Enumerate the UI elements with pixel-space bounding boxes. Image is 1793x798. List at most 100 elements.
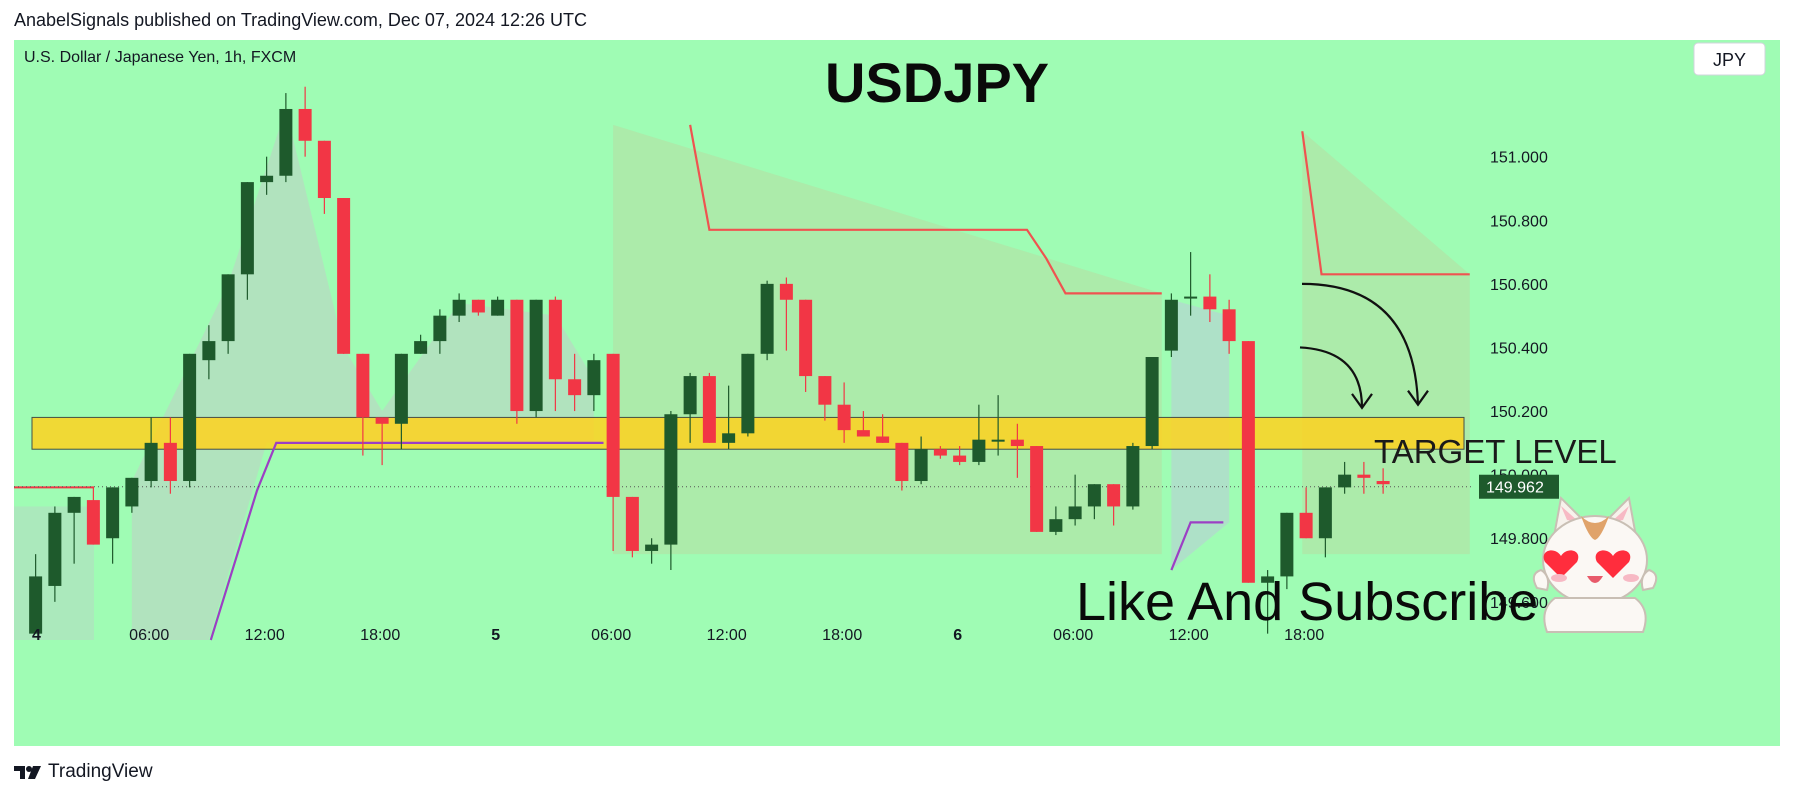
bull-candle	[914, 436, 928, 485]
current-price-badge: 149.962	[1479, 474, 1559, 499]
bull-candle	[144, 417, 158, 488]
candle-body	[1280, 512, 1294, 577]
curved-arrows	[1299, 282, 1429, 410]
bear-candle	[163, 417, 177, 494]
candle-body	[1261, 576, 1275, 583]
price-axis: 151.000150.800150.600150.400150.200150.0…	[1472, 40, 1780, 746]
chart-area[interactable]: 151.000150.800150.600150.400150.200150.0…	[14, 40, 1780, 746]
chart-title: USDJPY	[825, 51, 1049, 114]
bull-candle	[645, 538, 659, 564]
time-axis: 4 06:00 12:00 18:00 5 06:00 12:00 18:00 6 06:00 12…	[32, 627, 1324, 644]
bear-candle	[625, 496, 639, 558]
price-tick-label: 150.400	[1490, 340, 1548, 357]
candle-body	[510, 299, 524, 412]
candle-body	[48, 512, 62, 586]
bull-candle	[48, 506, 62, 602]
candlestick-chart[interactable]: 151.000150.800150.600150.400150.200150.0…	[14, 40, 1780, 746]
candle-body	[260, 175, 274, 183]
bull-candle	[1126, 442, 1140, 510]
time-tick-label: 06:00	[129, 627, 169, 644]
time-tick-label: 4	[32, 627, 41, 644]
bull-candle	[1318, 487, 1332, 558]
resistance-line	[1301, 131, 1470, 276]
bull-candle	[1184, 252, 1198, 316]
time-tick-label: 5	[491, 627, 500, 644]
candles	[29, 86, 1390, 634]
bull-candle	[414, 334, 428, 354]
candle-body	[991, 439, 1005, 442]
price-tick-label: 149.800	[1490, 531, 1548, 548]
bear-candle	[1357, 461, 1371, 494]
candle-body	[683, 376, 697, 415]
price-tick-label: 150.200	[1490, 404, 1548, 421]
bull-candle	[1338, 461, 1352, 494]
candle-body	[1222, 309, 1236, 342]
bull-candle	[760, 280, 774, 361]
bull-candle	[125, 477, 139, 513]
target-level-label: TARGET LEVEL	[1374, 433, 1617, 470]
candle-body	[856, 430, 870, 437]
bull-candle	[202, 325, 216, 380]
tradingview-brand: TradingView	[48, 761, 153, 782]
bear-candle	[1222, 299, 1236, 354]
bear-candle	[1107, 484, 1121, 526]
candle-body	[29, 576, 43, 634]
candle-body	[1164, 299, 1178, 351]
bear-candle	[1010, 423, 1024, 478]
bull-candle	[1280, 512, 1294, 590]
bull-candle	[394, 353, 408, 450]
bull-candle	[260, 156, 274, 195]
candle-body	[1068, 506, 1082, 520]
bull-candle	[529, 299, 543, 418]
bull-candle	[683, 372, 697, 443]
candle-body	[568, 379, 582, 396]
candle-body	[664, 414, 678, 545]
time-tick-label: 12:00	[245, 627, 285, 644]
candle-body	[529, 299, 543, 412]
footer: TradingView	[14, 761, 153, 783]
bear-candle	[548, 296, 562, 412]
bull-candle	[1049, 506, 1063, 536]
candle-body	[337, 198, 351, 354]
candle-body	[702, 376, 716, 443]
bear-candle	[337, 198, 351, 354]
bull-candle	[279, 93, 293, 183]
candle-body	[356, 353, 370, 418]
price-tick-label: 150.800	[1490, 213, 1548, 230]
candle-body	[221, 274, 235, 342]
candle-body	[1357, 474, 1371, 478]
support-line	[209, 441, 604, 641]
bear-candle	[298, 86, 312, 157]
bull-candle	[741, 353, 755, 437]
candle-body	[1184, 296, 1198, 299]
bull-candle	[972, 404, 986, 466]
candle-body	[1376, 481, 1390, 485]
like-subscribe-text: Like And Subscribe	[1076, 572, 1538, 632]
currency-button[interactable]: JPY	[1693, 42, 1766, 76]
candle-body	[317, 140, 331, 199]
bull-candle	[106, 487, 120, 564]
bear-candle	[356, 353, 370, 456]
candle-body	[625, 496, 639, 551]
candle-body	[394, 353, 408, 424]
bull-candle	[221, 274, 235, 354]
candle-body	[491, 299, 505, 316]
bear-candle	[818, 376, 832, 421]
bull-candle	[1087, 484, 1101, 520]
bull-candle	[452, 293, 466, 323]
candle-body	[741, 353, 755, 434]
candle-body	[1299, 512, 1313, 539]
candle-body	[67, 496, 81, 513]
currency-button-label: JPY	[1713, 50, 1746, 70]
candle-body	[760, 283, 774, 354]
candle-body	[298, 108, 312, 141]
bear-candle	[779, 277, 793, 351]
candle-body	[144, 442, 158, 482]
candle-body	[818, 376, 832, 405]
bear-candle	[1030, 446, 1044, 532]
candle-body	[606, 353, 620, 497]
candle-body	[163, 442, 177, 482]
bear-candle	[375, 417, 389, 466]
bull-candle	[1145, 357, 1159, 450]
resistance-line	[689, 124, 1162, 295]
